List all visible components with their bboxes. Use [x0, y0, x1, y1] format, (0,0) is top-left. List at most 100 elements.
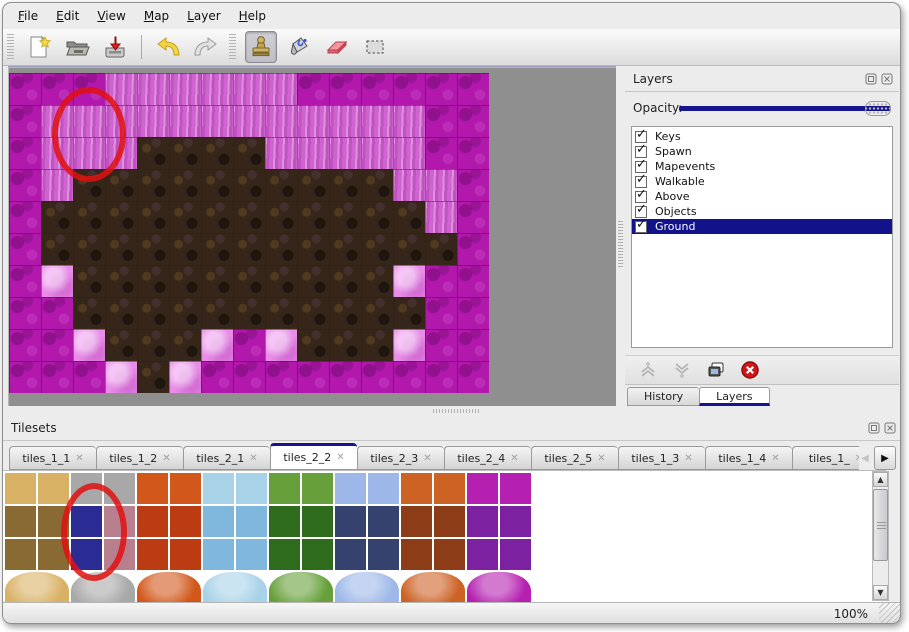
map-tile[interactable]	[105, 329, 137, 361]
tileset-tile[interactable]	[434, 473, 465, 504]
map-tile[interactable]	[297, 329, 329, 361]
tileset-tile[interactable]	[500, 473, 531, 504]
map-tile[interactable]	[457, 201, 489, 233]
opacity-slider-track[interactable]	[679, 106, 891, 111]
tileset-tile[interactable]	[467, 473, 498, 504]
map-tile[interactable]	[41, 265, 73, 297]
map-tile[interactable]	[169, 73, 201, 105]
tileset-tile[interactable]	[104, 539, 135, 570]
map-tile[interactable]	[105, 265, 137, 297]
map-tile[interactable]	[105, 169, 137, 201]
map-tile[interactable]	[9, 105, 41, 137]
map-tile[interactable]	[201, 233, 233, 265]
map-tile[interactable]	[297, 169, 329, 201]
map-tile[interactable]	[329, 201, 361, 233]
tileset-tile[interactable]	[368, 506, 399, 537]
layer-visibility-checkbox[interactable]: ✓	[635, 141, 647, 158]
map-tile[interactable]	[105, 73, 137, 105]
map-tile[interactable]	[457, 265, 489, 297]
tileset-tile[interactable]	[203, 539, 234, 570]
tileset-tile[interactable]	[401, 506, 432, 537]
map-tile[interactable]	[73, 329, 105, 361]
tileset-tile[interactable]	[137, 473, 168, 504]
tileset-tile[interactable]	[302, 473, 333, 504]
layer-row[interactable]: ✓ Walkable	[632, 171, 892, 189]
horizontal-splitter-grip[interactable]	[433, 409, 479, 413]
tileset-tile[interactable]	[236, 473, 267, 504]
tileset-tile[interactable]	[269, 506, 300, 537]
lower-layer-button[interactable]	[671, 359, 693, 381]
horizontal-splitter[interactable]	[3, 406, 900, 415]
map-tile[interactable]	[233, 73, 265, 105]
map-tile[interactable]	[393, 105, 425, 137]
map-tile[interactable]	[297, 233, 329, 265]
tileset-tile[interactable]	[170, 539, 201, 570]
tileset-tab-tiles_1_4[interactable]: tiles_1_4 ✕	[705, 446, 792, 470]
tileset-tile[interactable]	[302, 539, 333, 570]
vertical-splitter[interactable]	[616, 66, 625, 406]
close-panel-icon[interactable]	[881, 73, 893, 85]
map-tile[interactable]	[265, 265, 297, 297]
map-tile[interactable]	[361, 169, 393, 201]
map-tile[interactable]	[425, 233, 457, 265]
map-tile[interactable]	[41, 137, 73, 169]
map-tile[interactable]	[41, 73, 73, 105]
map-tile[interactable]	[41, 105, 73, 137]
map-tile[interactable]	[73, 233, 105, 265]
map-tile[interactable]	[73, 169, 105, 201]
map-tile[interactable]	[137, 297, 169, 329]
opacity-slider[interactable]	[679, 100, 891, 116]
menu-item-edit[interactable]: Edit	[56, 9, 80, 23]
layer-row[interactable]: ✓ Objects	[632, 201, 892, 219]
map-tile[interactable]	[265, 361, 297, 393]
layer-visibility-checkbox[interactable]: ✓	[635, 126, 647, 143]
tileset-tile-blob[interactable]	[203, 572, 267, 602]
new-file-button[interactable]	[23, 31, 55, 63]
map-tile[interactable]	[9, 137, 41, 169]
map-tile[interactable]	[329, 169, 361, 201]
map-tile[interactable]	[329, 329, 361, 361]
tileset-tile[interactable]	[368, 473, 399, 504]
tab-close-icon[interactable]: ✕	[771, 452, 780, 464]
toolbar-drag-handle-2[interactable]	[229, 34, 236, 60]
map-tile[interactable]	[137, 233, 169, 265]
map-tile[interactable]	[233, 265, 265, 297]
map-tile[interactable]	[361, 329, 393, 361]
tileset-tile[interactable]	[5, 506, 36, 537]
map-tile[interactable]	[233, 105, 265, 137]
map-tile[interactable]	[137, 329, 169, 361]
tileset-tile[interactable]	[5, 473, 36, 504]
map-tile[interactable]	[9, 201, 41, 233]
tileset-tile[interactable]	[335, 539, 366, 570]
map-tile[interactable]	[105, 137, 137, 169]
layer-visibility-checkbox[interactable]: ✓	[635, 171, 647, 188]
menu-item-view[interactable]: View	[97, 9, 126, 23]
tileset-tile[interactable]	[434, 539, 465, 570]
tileset-tile[interactable]	[401, 473, 432, 504]
map-tile[interactable]	[329, 105, 361, 137]
map-tile[interactable]	[361, 265, 393, 297]
map-tile[interactable]	[9, 233, 41, 265]
tileset-scrollbar[interactable]: ▲ ▼	[872, 471, 889, 601]
tileset-tile[interactable]	[269, 539, 300, 570]
map-tile-grid[interactable]	[9, 73, 489, 393]
map-tile[interactable]	[265, 73, 297, 105]
delete-layer-button[interactable]	[739, 359, 761, 381]
float-panel-icon[interactable]	[865, 73, 877, 85]
map-tile[interactable]	[265, 169, 297, 201]
layer-row[interactable]: ✓ Ground	[632, 218, 892, 234]
map-tile[interactable]	[233, 361, 265, 393]
layer-visibility-checkbox[interactable]: ✓	[635, 201, 647, 218]
map-tile[interactable]	[169, 265, 201, 297]
map-tile[interactable]	[105, 233, 137, 265]
map-tile[interactable]	[329, 265, 361, 297]
save-file-button[interactable]	[99, 31, 131, 63]
map-tile[interactable]	[169, 297, 201, 329]
map-tile[interactable]	[329, 297, 361, 329]
map-tile[interactable]	[233, 329, 265, 361]
map-tile[interactable]	[41, 233, 73, 265]
map-tile[interactable]	[233, 137, 265, 169]
map-tile[interactable]	[233, 297, 265, 329]
map-tile[interactable]	[425, 265, 457, 297]
map-tile[interactable]	[201, 361, 233, 393]
